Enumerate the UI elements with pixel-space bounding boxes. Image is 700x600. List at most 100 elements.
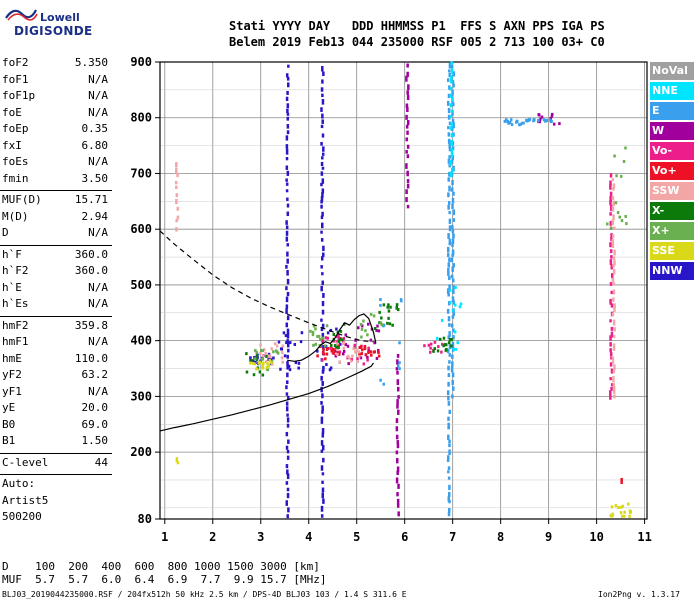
echo-mark xyxy=(396,470,399,476)
echo-mark xyxy=(396,370,399,375)
echo-mark xyxy=(387,309,391,313)
echo-mark xyxy=(348,356,351,360)
echo-mark xyxy=(285,392,289,396)
echo-mark xyxy=(330,346,333,350)
echo-mark xyxy=(288,368,292,372)
echo-mark xyxy=(614,504,618,508)
echo-mark xyxy=(320,440,324,446)
echo-mark xyxy=(446,390,450,396)
echo-mark xyxy=(450,68,454,74)
echo-mark xyxy=(396,359,399,365)
echo-mark xyxy=(286,333,290,339)
param-label: MUF(D) xyxy=(2,193,42,206)
echo-mark xyxy=(448,409,452,414)
legend-item-ssw: SSW xyxy=(650,182,694,200)
echo-mark xyxy=(609,259,613,265)
echo-mark xyxy=(285,380,289,385)
echo-mark xyxy=(359,356,363,360)
echo-mark xyxy=(320,265,323,269)
echo-mark xyxy=(609,342,612,347)
echo-mark xyxy=(612,183,616,189)
echo-mark xyxy=(447,365,450,371)
echo-mark xyxy=(321,487,325,493)
echo-mark xyxy=(447,177,450,182)
echo-mark xyxy=(452,328,455,333)
param-row: foE N/A xyxy=(0,106,112,122)
echo-mark xyxy=(285,322,289,328)
echo-mark xyxy=(396,440,400,445)
echo-mark xyxy=(320,161,324,167)
echo-mark xyxy=(344,333,347,337)
echo-mark xyxy=(451,341,455,348)
echo-mark xyxy=(611,206,615,212)
echo-mark xyxy=(449,171,453,178)
echo-mark xyxy=(448,353,452,357)
echo-mark xyxy=(286,278,290,285)
echo-mark xyxy=(322,457,325,463)
echo-mark xyxy=(447,201,451,205)
x-tick-label: 6 xyxy=(401,530,408,544)
echo-mark xyxy=(323,344,327,348)
echo-mark xyxy=(447,204,450,210)
echo-mark xyxy=(263,348,266,352)
echo-mark xyxy=(613,327,616,332)
echo-mark xyxy=(285,308,288,315)
echo-mark xyxy=(609,249,613,254)
param-row: yF1 N/A xyxy=(0,385,112,401)
echo-mark xyxy=(377,350,380,354)
x-tick-label: 7 xyxy=(449,530,456,544)
echo-mark xyxy=(380,323,384,327)
echo-mark xyxy=(386,305,389,309)
echo-mark xyxy=(285,148,289,155)
echo-mark xyxy=(321,133,325,138)
echo-mark xyxy=(339,329,343,333)
param-row: Artist5 xyxy=(0,494,112,510)
echo-mark xyxy=(336,351,340,355)
echo-mark xyxy=(336,352,339,356)
echo-mark xyxy=(451,238,455,244)
echo-mark xyxy=(612,319,616,326)
echo-mark xyxy=(447,233,450,240)
param-label: h`F2 xyxy=(2,264,29,277)
param-separator xyxy=(0,190,112,191)
echo-mark xyxy=(286,449,290,454)
echo-mark xyxy=(285,500,288,506)
echo-mark xyxy=(609,348,612,353)
echo-mark xyxy=(613,260,616,266)
echo-mark xyxy=(448,155,451,159)
param-value: 360.0 xyxy=(74,264,108,277)
x-tick-label: 5 xyxy=(353,530,360,544)
echo-mark xyxy=(332,333,336,337)
param-value: 63.2 xyxy=(81,368,109,381)
x-tick-label: 11 xyxy=(637,530,651,544)
echo-mark xyxy=(320,171,324,176)
echo-mark xyxy=(452,233,455,239)
echo-mark xyxy=(272,350,275,354)
param-row: fxI 6.80 xyxy=(0,139,112,155)
echo-mark xyxy=(258,370,262,374)
echo-mark xyxy=(176,206,180,211)
echo-mark xyxy=(396,379,400,386)
echo-mark xyxy=(450,93,454,99)
echo-mark xyxy=(255,367,258,371)
echo-mark xyxy=(448,85,451,90)
echo-mark xyxy=(255,358,259,362)
echo-mark xyxy=(449,126,453,131)
echo-mark xyxy=(259,351,262,355)
echo-mark xyxy=(300,331,304,335)
echo-mark xyxy=(438,337,442,341)
y-tick-label: 700 xyxy=(130,166,152,180)
echo-mark xyxy=(285,135,289,141)
echo-mark xyxy=(549,117,553,121)
echo-mark xyxy=(326,331,330,335)
echo-mark xyxy=(450,323,454,328)
echo-mark xyxy=(175,193,179,198)
x-tick-label: 10 xyxy=(589,530,603,544)
param-row: Auto: xyxy=(0,477,112,493)
echo-mark xyxy=(609,362,613,367)
echo-mark xyxy=(268,358,272,362)
echo-mark xyxy=(448,185,451,192)
echo-mark xyxy=(449,93,452,98)
echo-mark xyxy=(321,211,324,217)
param-value: 359.8 xyxy=(74,318,108,332)
